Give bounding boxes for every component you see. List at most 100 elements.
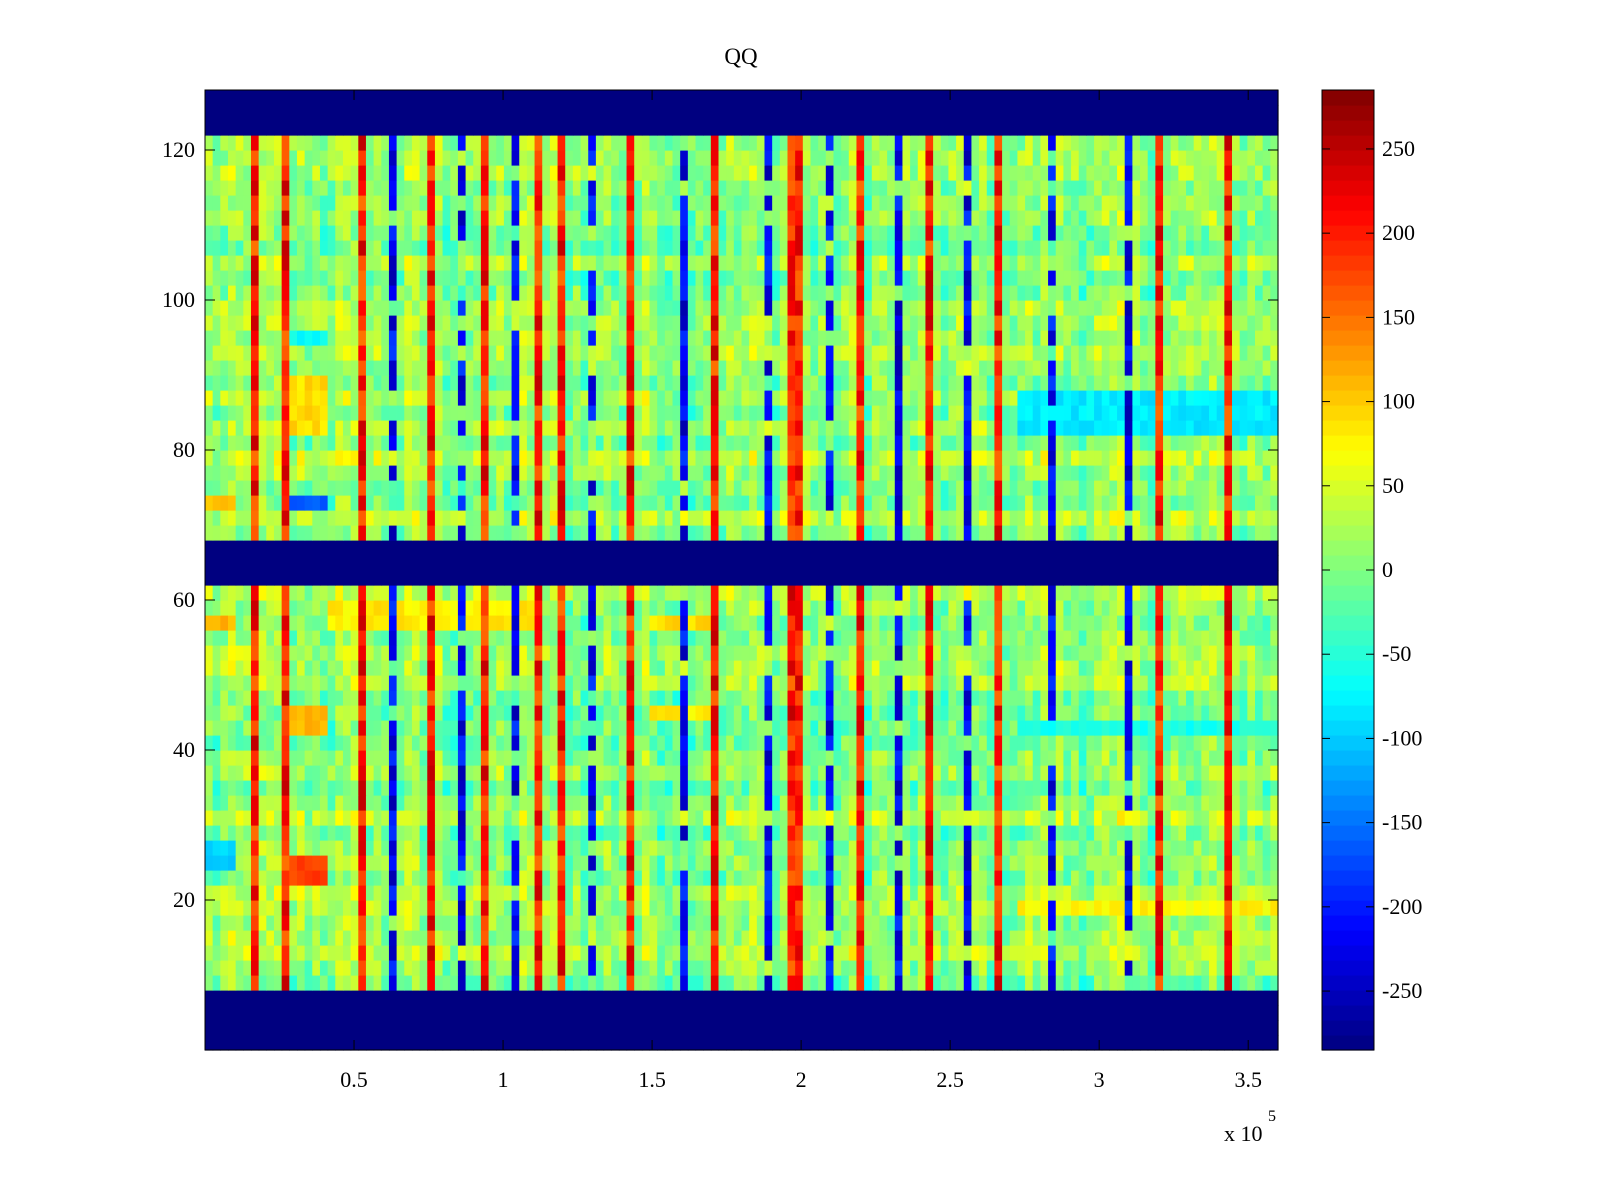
heatmap-cell xyxy=(511,510,520,526)
heatmap-cell xyxy=(565,720,574,736)
heatmap-cell xyxy=(963,585,973,601)
heatmap-cell xyxy=(235,690,244,706)
heatmap-cell xyxy=(1247,885,1256,901)
heatmap-cell xyxy=(986,945,996,961)
heatmap-cell xyxy=(289,600,298,616)
heatmap-cell xyxy=(488,510,497,526)
heatmap-cell xyxy=(1117,720,1126,736)
heatmap-cell xyxy=(871,945,881,961)
heatmap-cell xyxy=(841,780,850,796)
heatmap-cell xyxy=(649,555,658,571)
heatmap-cell xyxy=(296,675,306,691)
heatmap-cell xyxy=(1147,825,1156,841)
heatmap-cell xyxy=(956,975,965,991)
heatmap-cell xyxy=(917,570,927,586)
heatmap-cell xyxy=(304,510,313,526)
heatmap-cell xyxy=(1147,870,1156,886)
heatmap-cell xyxy=(1009,975,1019,991)
heatmap-cell xyxy=(925,795,934,811)
heatmap-cell xyxy=(971,825,980,841)
heatmap-cell xyxy=(618,960,628,976)
heatmap-cell xyxy=(672,930,681,946)
heatmap-cell xyxy=(381,555,390,571)
heatmap-cell xyxy=(1063,615,1072,631)
heatmap-cell xyxy=(664,705,674,721)
heatmap-cell xyxy=(887,555,896,571)
heatmap-cell xyxy=(848,675,858,691)
heatmap-cell xyxy=(1048,900,1057,916)
heatmap-cell xyxy=(396,510,405,526)
heatmap-cell xyxy=(350,885,359,901)
heatmap-cell xyxy=(1109,645,1118,661)
heatmap-cell xyxy=(986,1020,996,1036)
heatmap-cell xyxy=(649,615,658,631)
heatmap-cell xyxy=(894,570,904,586)
heatmap-cell xyxy=(258,660,267,676)
heatmap-cell xyxy=(227,825,237,841)
heatmap-cell xyxy=(273,885,283,901)
heatmap-cell xyxy=(986,900,996,916)
heatmap-cell xyxy=(465,960,474,976)
heatmap-cell xyxy=(963,765,973,781)
heatmap-cell xyxy=(1193,1020,1202,1036)
heatmap-cell xyxy=(511,765,520,781)
heatmap-cell xyxy=(649,990,658,1006)
heatmap-cell xyxy=(979,585,988,601)
heatmap-cell xyxy=(365,705,375,721)
heatmap-cell xyxy=(588,555,597,571)
heatmap-cell xyxy=(373,840,382,856)
heatmap-cell xyxy=(795,765,804,781)
heatmap-cell xyxy=(373,675,382,691)
heatmap-cell xyxy=(1094,825,1103,841)
heatmap-cell xyxy=(526,555,536,571)
heatmap-cell xyxy=(258,705,267,721)
heatmap-cell xyxy=(1017,780,1026,796)
heatmap-cell xyxy=(948,585,957,601)
heatmap-cell xyxy=(710,510,720,526)
heatmap-cell xyxy=(1224,600,1233,616)
heatmap-cell xyxy=(227,705,237,721)
heatmap-cell xyxy=(764,975,773,991)
heatmap-cell xyxy=(756,945,766,961)
heatmap-cell xyxy=(1002,675,1011,691)
heatmap-cell xyxy=(1101,810,1110,826)
heatmap-cell xyxy=(427,540,436,556)
heatmap-cell xyxy=(296,930,306,946)
heatmap-cell xyxy=(1086,600,1095,616)
heatmap-cell xyxy=(1040,810,1049,826)
heatmap-cell xyxy=(235,585,244,601)
heatmap-cell xyxy=(588,525,597,541)
heatmap-cell xyxy=(864,720,873,736)
heatmap-cell xyxy=(634,525,643,541)
heatmap-cell xyxy=(1239,900,1248,916)
heatmap-cell xyxy=(519,615,528,631)
heatmap-cell xyxy=(450,990,459,1006)
heatmap-cell xyxy=(672,705,681,721)
heatmap-cell xyxy=(419,795,428,811)
heatmap-cell xyxy=(687,720,697,736)
heatmap-cell xyxy=(496,1035,505,1051)
heatmap-cell xyxy=(1232,675,1241,691)
heatmap-cell xyxy=(1193,990,1202,1006)
heatmap-cell xyxy=(335,930,344,946)
heatmap-cell xyxy=(450,960,459,976)
heatmap-cell xyxy=(565,840,574,856)
heatmap-cell xyxy=(1262,1035,1271,1051)
heatmap-cell xyxy=(381,885,390,901)
heatmap-cell xyxy=(986,765,996,781)
heatmap-cell xyxy=(687,990,697,1006)
heatmap-cell xyxy=(710,1035,720,1051)
heatmap-cell xyxy=(595,930,605,946)
heatmap-cell xyxy=(1063,810,1072,826)
heatmap-cell xyxy=(848,735,858,751)
heatmap-cell xyxy=(1178,840,1187,856)
heatmap-cell xyxy=(1094,915,1103,931)
heatmap-cell xyxy=(841,720,850,736)
heatmap-cell xyxy=(1232,660,1241,676)
heatmap-cell xyxy=(818,615,827,631)
heatmap-cell xyxy=(1216,540,1225,556)
heatmap-cell xyxy=(618,885,628,901)
heatmap-cell xyxy=(618,690,628,706)
heatmap-cell xyxy=(549,570,559,586)
heatmap-cell xyxy=(319,885,329,901)
